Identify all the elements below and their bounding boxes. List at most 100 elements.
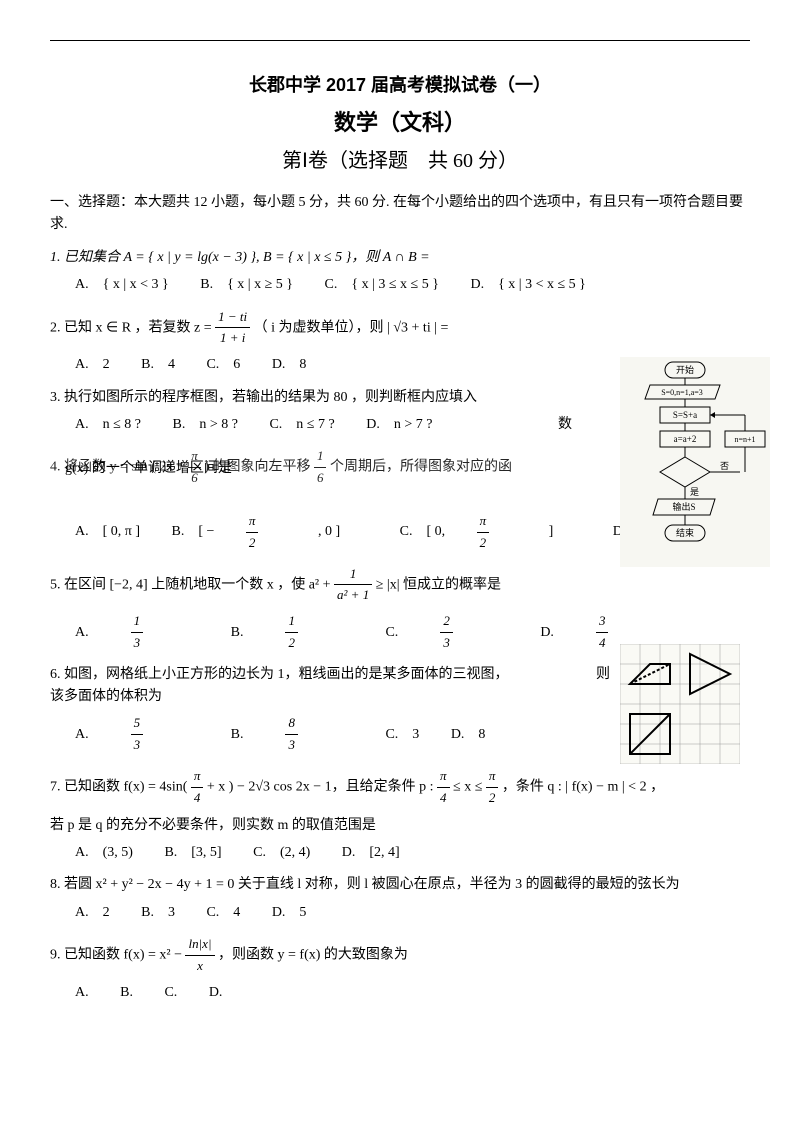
q5-cl: C. [385,622,412,644]
q2-frac: 1 − ti 1 + i [215,307,250,350]
svg-text:结束: 结束 [676,527,694,538]
q7-f3: π2 [486,766,499,809]
q3-side: 数 [558,414,572,436]
q7-opt-c: C. (2, 4) [253,842,310,864]
three-view-figure [620,644,740,772]
q5-bn: 1 [285,611,298,633]
q2-opt-a: A. 2 [75,354,110,376]
q5-opt-b: B. 12 [231,611,354,654]
q4-bb: , 0 ] [318,521,340,543]
q5-cn: 2 [440,611,453,633]
q5-bd: 2 [285,633,298,654]
exam-title-1: 长郡中学 2017 届高考模拟试卷（一） [50,71,750,100]
top-rule [50,40,750,41]
q9-opt-a: A. [75,982,89,1004]
q4-opt-c: C. [ 0, π2 ] [400,511,582,554]
section-intro: 一、选择题：本大题共 12 小题，每小题 5 分，共 60 分. 在每个小题给出… [50,192,750,237]
q9-options: A. B. C. D. [75,982,750,1004]
q8-options: A. 2 B. 3 C. 4 D. 5 [75,902,750,924]
q7-f1d: 4 [191,788,204,809]
q7-stem: 7. 已知函数 f(x) = 4sin( π4 + x ) − 2√3 cos … [50,766,750,809]
q5-ad: 3 [131,633,144,654]
q5-stem: 5. 在区间 [−2, 4] 上随机地取一个数 x ，使 a² + 1a² + … [50,564,750,607]
q5-bl: B. [231,622,258,644]
q2-stem-b: （ i 为虚数单位），则 | √3 + ti | = [254,320,449,335]
q8-opt-a: A. 2 [75,902,110,924]
q1-opt-c: C. { x | 3 ≤ x ≤ 5 } [325,274,439,296]
svg-text:输出S: 输出S [672,501,695,512]
q6-opt-a: A. 53 [75,713,199,756]
q3-opt-d: D. n > 7 ? [366,414,432,436]
q8-opt-c: C. 4 [206,902,240,924]
q4-ba: B. [ − [172,521,215,543]
q6-ad: 3 [131,735,144,756]
q3-stem: 3. 执行如图所示的程序框图，若输出的结果为 80 ，则判断框内应填入 [50,387,600,409]
q6-bl: B. [231,724,258,746]
q9-opt-b: B. [120,982,133,1004]
q6-opt-d: D. 8 [451,724,486,746]
question-9: 9. 已知函数 f(x) = x² − ln|x|x ，则函数 y = f(x)… [50,934,750,1004]
q8-opt-d: D. 5 [272,902,307,924]
q1-opt-d: D. { x | 3 < x ≤ 5 } [470,274,585,296]
q3-opt-a: A. n ≤ 8 ? [75,414,141,436]
q4-opt-a: A. [ 0, π ] [75,521,140,543]
q4-opt-b: B. [ − π2 , 0 ] [172,511,369,554]
question-1: 1. 已知集合 A = { x | y = lg(x − 3) }, B = {… [50,247,750,297]
q7-sc: ≤ x ≤ [453,780,486,795]
q6-bd: 3 [285,735,298,756]
q4-c: 个周期后，所得图象对应的函 [330,460,512,475]
q4-bfn: π [246,511,259,533]
q9-sa: 9. 已知函数 f(x) = x² − [50,948,185,963]
question-3: 3. 执行如图所示的程序框图，若输出的结果为 80 ，则判断框内应填入 A. n… [50,387,750,437]
q1-opt-b: B. { x | x ≥ 5 } [200,274,293,296]
q7-sa: 7. 已知函数 f(x) = 4sin( [50,780,191,795]
q7-f1n: π [191,766,204,788]
q2-opt-d: D. 8 [272,354,307,376]
exam-title-2: 数学（文科） [50,105,750,140]
q6-options: A. 53 B. 83 C. 3 D. 8 [75,713,610,756]
q7-sb: + x ) − 2√3 cos 2x − 1，且给定条件 p : [207,780,437,795]
q5-fd: a² + 1 [334,585,372,606]
q7-sd: ，条件 q : | f(x) − m | < 2 ， [502,780,664,795]
question-8: 8. 若圆 x² + y² − 2x − 4y + 1 = 0 关于直线 l 对… [50,874,750,924]
q9-fd: x [185,956,214,977]
q9-opt-d: D. [209,982,223,1004]
q6-stem: 6. 如图，网格纸上小正方形的边长为 1，粗线画出的是某多面体的三视图， 则 [50,664,610,686]
q2-stem: 2. 已知 x ∈ R ，若复数 z = 1 − ti 1 + i （ i 为虚… [50,307,750,350]
q8-stem: 8. 若圆 x² + y² − 2x − 4y + 1 = 0 关于直线 l 对… [50,874,750,896]
q1-opt-a: A. { x | x < 3 } [75,274,169,296]
q2-frac-d: 1 + i [215,328,250,349]
q7-f2n: π [437,766,450,788]
q5-cd: 3 [440,633,453,654]
svg-text:开始: 开始 [676,364,694,375]
q5-frac: 1a² + 1 [334,564,372,607]
svg-text:n=n+1: n=n+1 [734,435,755,444]
q5-dl: D. [540,622,568,644]
q7-f1: π4 [191,766,204,809]
q5-fn: 1 [334,564,372,586]
q9-stem: 9. 已知函数 f(x) = x² − ln|x|x ，则函数 y = f(x)… [50,934,750,977]
q7-f2d: 4 [437,788,450,809]
q4-bf: π2 [246,511,287,554]
question-5: 5. 在区间 [−2, 4] 上随机地取一个数 x ，使 a² + 1a² + … [50,564,750,654]
q3-options: A. n ≤ 8 ? B. n > 8 ? C. n ≤ 7 ? D. n > … [75,414,600,436]
q9-frac: ln|x|x [185,934,214,977]
q7-opt-a: A. (3, 5) [75,842,133,864]
q4-f2n: 1 [314,446,327,468]
svg-text:S=0,n=1,a=3: S=0,n=1,a=3 [661,388,703,397]
q6-opt-c: C. 3 [385,724,419,746]
q7-opt-d: D. [2, 4] [342,842,400,864]
three-view-svg [620,644,740,764]
q2-opt-b: B. 4 [141,354,175,376]
q4-cb: ] [549,521,554,543]
q6-opt-b: B. 83 [231,713,354,756]
q4-f2d: 6 [314,468,327,489]
q1-options: A. { x | x < 3 } B. { x | x ≥ 5 } C. { x… [75,274,750,296]
q5-opt-a: A. 13 [75,611,199,654]
q3-opt-c: C. n ≤ 7 ? [269,414,334,436]
q7-f2: π4 [437,766,450,809]
q7-f3n: π [486,766,499,788]
q9-sb: ，则函数 y = f(x) 的大致图象为 [218,948,408,963]
q9-fn: ln|x| [185,934,214,956]
q3-opt-b: B. n > 8 ? [173,414,238,436]
